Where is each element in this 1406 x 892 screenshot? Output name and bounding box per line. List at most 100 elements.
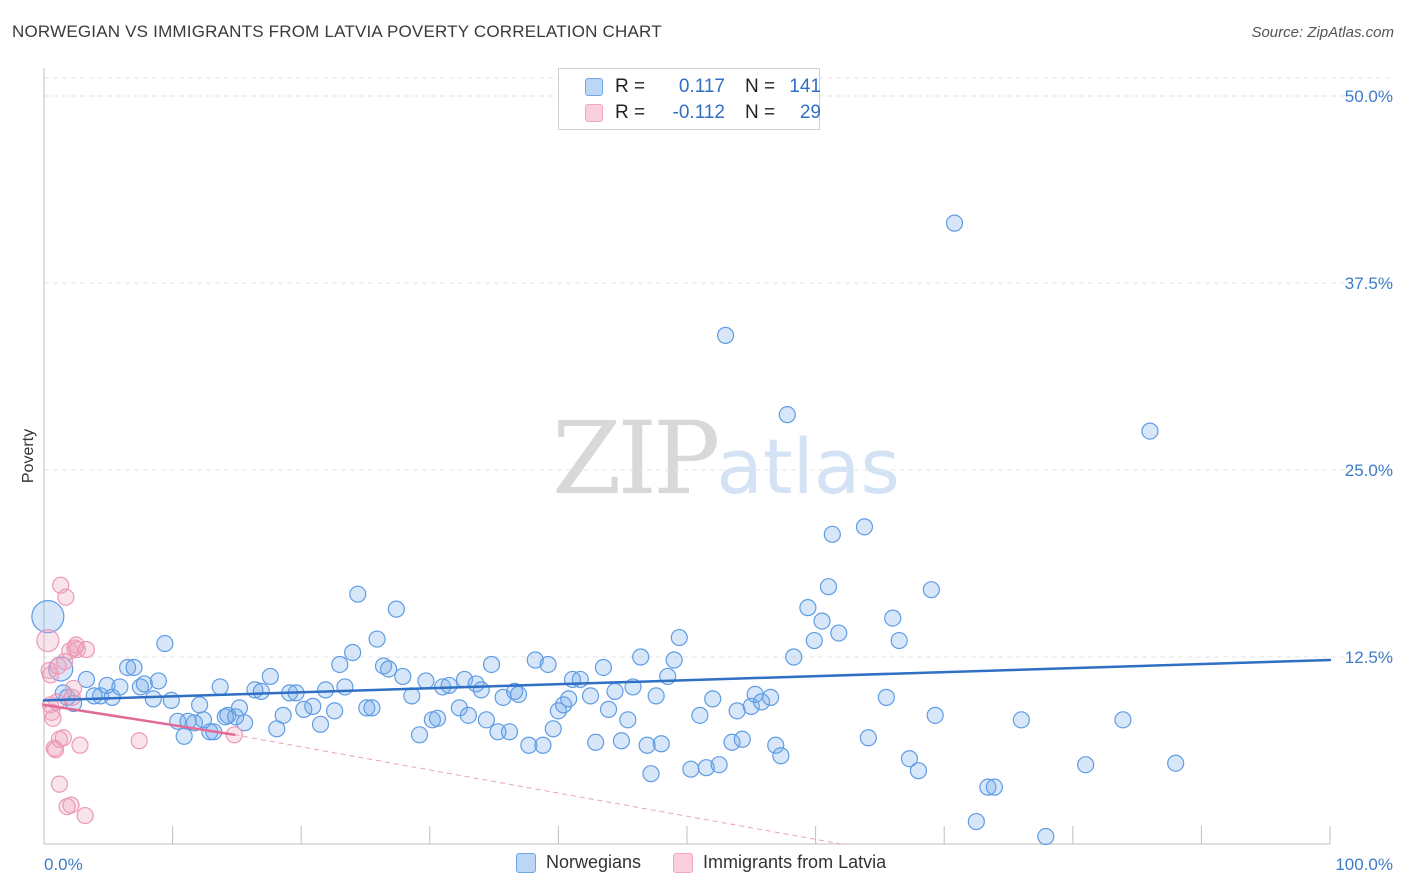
grid-lines (44, 77, 1392, 658)
norwegian-point (1114, 711, 1132, 729)
norwegian-point (31, 600, 65, 634)
norwegian-point (733, 730, 751, 748)
norwegian-point (571, 670, 589, 689)
series-legend-latvia: Immigrants from Latvia (673, 852, 886, 873)
norwegians-trend-line (42, 658, 1332, 702)
norwegian-point (227, 708, 245, 726)
norwegian-point (472, 681, 490, 699)
latvia-trend-extension (234, 734, 842, 845)
norwegian-point (144, 690, 162, 708)
latvia-point (54, 729, 72, 747)
norwegian-point (985, 778, 1003, 796)
norwegian-point (823, 525, 841, 543)
source-label: Source: ZipAtlas.com (1251, 24, 1394, 41)
latvia-point (62, 796, 80, 814)
legend-swatch-latvia (585, 104, 603, 122)
norwegian-point (785, 648, 803, 666)
norwegian-point (979, 778, 997, 796)
norwegian-point (1141, 422, 1159, 440)
series-label-norwegians: Norwegians (546, 852, 642, 872)
norwegian-point (520, 736, 538, 754)
norwegian-point (638, 736, 656, 754)
norwegian-point (374, 657, 393, 675)
norwegian-point (900, 750, 919, 768)
norwegian-point (599, 700, 618, 718)
latvia-point (68, 640, 87, 659)
norwegian-point (500, 723, 519, 741)
series-label-latvia: Immigrants from Latvia (703, 852, 887, 872)
norwegian-point (211, 678, 229, 696)
norwegian-point (125, 658, 143, 677)
x-tick-label: 0.0% (44, 855, 83, 874)
legend-row-latvia: R = -0.112 N = 29 (585, 100, 821, 126)
norwegian-point (772, 747, 790, 765)
norwegian-point (539, 655, 557, 674)
legend-n-label: N = (745, 76, 776, 97)
norwegian-point (813, 612, 831, 630)
norwegian-point (581, 687, 600, 705)
norwegian-point (778, 406, 796, 424)
norwegian-point (261, 667, 279, 686)
norwegian-point (682, 760, 700, 778)
latvia-trend-dashed (234, 734, 842, 845)
norwegian-point (884, 609, 902, 627)
norwegian-point (236, 714, 254, 732)
norwegian-point (344, 643, 362, 662)
norwegian-point (728, 702, 746, 720)
legend-r-value: 0.117 (678, 76, 725, 97)
norwegian-point (440, 676, 458, 695)
norwegian-point (368, 630, 386, 648)
latvia-point (44, 709, 62, 727)
norwegians-points (31, 214, 1185, 846)
norwegian-point (417, 672, 435, 690)
latvia-point (63, 688, 81, 706)
y-axis-title: Poverty (20, 429, 37, 483)
norwegian-point (358, 699, 376, 717)
norwegian-point (380, 660, 398, 678)
norwegian-point (922, 581, 940, 599)
trend-lines (42, 658, 1332, 737)
norwegian-point (331, 655, 349, 674)
norwegian-point (665, 651, 683, 669)
x-tick-label: 100.0% (1335, 855, 1393, 874)
latvia-point (36, 628, 60, 653)
norwegian-point (477, 711, 495, 729)
legend-n-value: 141 (789, 76, 821, 97)
legend-r-label: R = (615, 102, 646, 123)
series-swatch-latvia (673, 852, 694, 873)
norwegian-point (387, 600, 405, 618)
watermark-zip: ZIP (552, 400, 720, 517)
norwegian-point (723, 733, 741, 751)
norwegian-point (311, 715, 330, 733)
norwegian-point (767, 736, 785, 754)
norwegian-point (1077, 756, 1095, 774)
norwegian-point (652, 735, 670, 753)
norwegian-point (149, 672, 168, 690)
norwegian-point (752, 693, 771, 711)
norwegian-point (926, 706, 944, 724)
norwegian-point (58, 688, 76, 706)
series-legend-norwegians: Norwegians (516, 852, 641, 873)
norwegian-point (697, 759, 715, 777)
norwegian-point (967, 812, 985, 831)
latvia-points (36, 576, 243, 825)
norwegian-point (162, 691, 180, 709)
norwegian-point (819, 578, 838, 596)
norwegian-point (526, 651, 544, 669)
y-tick-label: 25.0% (1345, 461, 1393, 480)
norwegian-point (230, 699, 249, 717)
correlation-legend: R = 0.117 N = 141 R = -0.112 N = 29 (558, 68, 821, 130)
norwegian-point (691, 706, 709, 724)
norwegian-point (77, 670, 96, 689)
watermark-atlas: atlas (716, 422, 900, 511)
norwegian-point (135, 675, 153, 693)
latvia-point (46, 741, 65, 759)
norwegian-point (428, 709, 447, 727)
y-tick-label: 50.0% (1345, 87, 1393, 106)
norwegian-point (156, 634, 174, 653)
norwegian-point (349, 585, 367, 603)
latvia-point (77, 640, 96, 659)
latvia-point (64, 679, 83, 698)
norwegian-point (647, 687, 665, 705)
